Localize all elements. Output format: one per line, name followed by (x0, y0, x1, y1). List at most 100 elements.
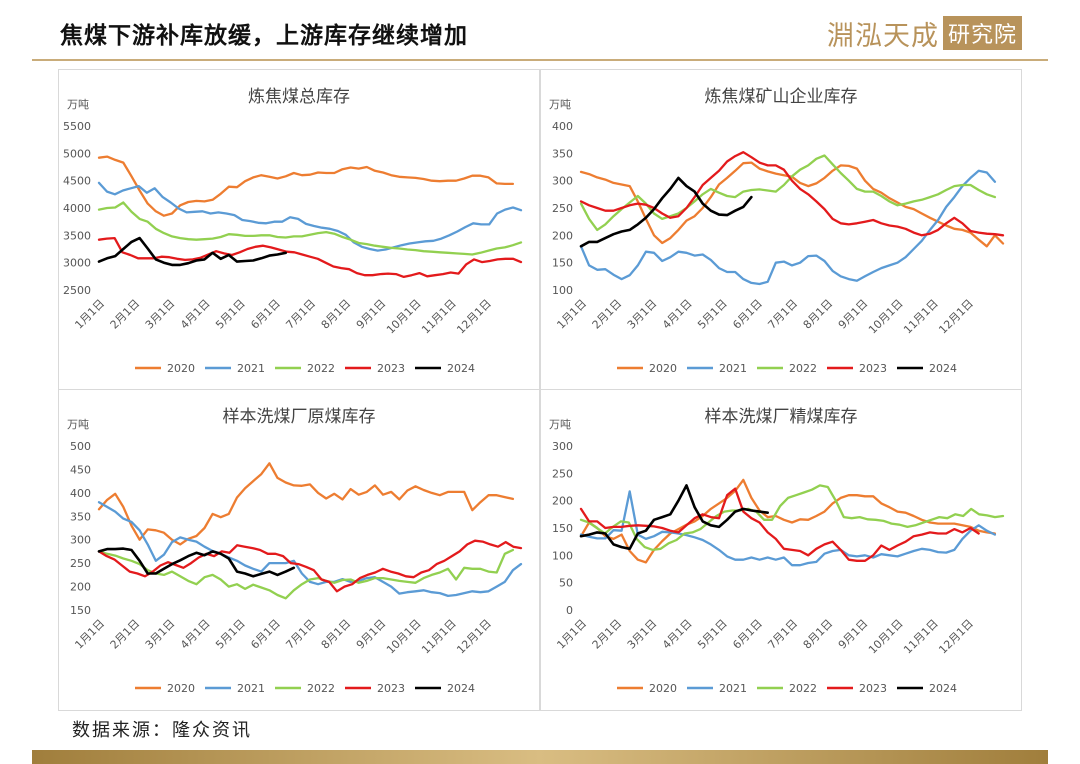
x-tick-label: 6月1日 (730, 297, 765, 332)
chart-title: 样本洗煤厂原煤库存 (223, 407, 376, 427)
chart-panel-mine-inventory: 炼焦煤矿山企业库存 万吨 100 150 200 250 300 350 400 1月1日 2月1日… (540, 69, 1022, 391)
y-tick-label: 250 (552, 202, 573, 215)
y-tick-label: 250 (552, 467, 573, 480)
x-tick-label: 7月1日 (765, 297, 800, 332)
y-tick-label: 100 (552, 284, 573, 297)
data-source-note: 数据来源：隆众资讯 (72, 720, 252, 741)
x-tick-label: 7月1日 (765, 617, 800, 652)
y-tick-label: 50 (559, 577, 573, 590)
x-tick-label: 9月1日 (836, 617, 871, 652)
chart-title: 炼焦煤总库存 (248, 87, 350, 107)
y-tick-label: 3000 (63, 257, 91, 270)
x-tick-label: 4月1日 (178, 617, 213, 652)
series-line-2021 (579, 490, 997, 567)
series-line-2023 (579, 151, 1005, 237)
y-tick-label: 250 (70, 557, 91, 570)
x-tick-label: 11月1日 (419, 297, 459, 337)
series-line-2024 (97, 547, 296, 578)
x-tick-label: 1月1日 (72, 617, 107, 652)
legend-label-2022: 2022 (789, 682, 817, 695)
x-tick-label: 2月1日 (590, 617, 625, 652)
legend-label-2023: 2023 (859, 362, 887, 375)
y-tick-label: 0 (566, 604, 573, 617)
x-tick-label: 10月1日 (866, 617, 906, 657)
legend-label-2022: 2022 (789, 362, 817, 375)
y-tick-label: 300 (552, 440, 573, 453)
legend-label-2024: 2024 (929, 362, 957, 375)
x-tick-label: 4月1日 (660, 297, 695, 332)
x-tick-label: 6月1日 (248, 297, 283, 332)
series-line-2020 (97, 462, 515, 546)
chart-panel-clean-coal-inventory: 样本洗煤厂精煤库存 万吨 0 50 100 150 200 250 300 1月1日 2月1日 3月1… (540, 389, 1022, 711)
legend-label-2021: 2021 (719, 682, 747, 695)
legend-label-2023: 2023 (377, 362, 405, 375)
chart-title: 炼焦煤矿山企业库存 (705, 87, 858, 107)
x-tick-label: 1月1日 (72, 297, 107, 332)
y-tick-label: 2500 (63, 284, 91, 297)
x-tick-label: 8月1日 (801, 297, 836, 332)
series-line-2024 (579, 484, 769, 551)
x-tick-label: 5月1日 (213, 617, 248, 652)
x-tick-label: 1月1日 (554, 617, 589, 652)
x-tick-label: 5月1日 (695, 617, 730, 652)
series-line-2021 (97, 181, 523, 252)
legend-label-2020: 2020 (649, 362, 677, 375)
legend-label-2021: 2021 (237, 362, 265, 375)
series-line-2023 (97, 236, 523, 279)
x-tick-label: 7月1日 (283, 617, 318, 652)
series-line-2021 (97, 501, 523, 598)
y-tick-label: 500 (70, 440, 91, 453)
y-tick-label: 5500 (63, 120, 91, 133)
series-line-2022 (579, 484, 1005, 552)
x-tick-label: 3月1日 (625, 297, 660, 332)
legend-label-2024: 2024 (929, 682, 957, 695)
series-line-2022 (97, 201, 523, 256)
x-tick-label: 9月1日 (354, 617, 389, 652)
x-tick-label: 7月1日 (283, 297, 318, 332)
x-tick-label: 6月1日 (248, 617, 283, 652)
y-tick-label: 200 (552, 495, 573, 508)
legend-label-2022: 2022 (307, 682, 335, 695)
header-divider (32, 59, 1048, 61)
x-tick-label: 11月1日 (901, 617, 941, 657)
x-tick-label: 10月1日 (866, 297, 906, 337)
y-tick-label: 100 (552, 549, 573, 562)
x-tick-label: 12月1日 (936, 617, 976, 657)
x-tick-label: 10月1日 (384, 297, 424, 337)
y-tick-label: 4500 (63, 175, 91, 188)
y-tick-label: 200 (70, 581, 91, 594)
series-line-2023 (579, 487, 980, 562)
footer-bar (32, 750, 1048, 764)
y-tick-label: 300 (552, 175, 573, 188)
brand-name: 淵泓天成 (826, 20, 939, 52)
legend-label-2021: 2021 (719, 362, 747, 375)
y-tick-label: 150 (552, 257, 573, 270)
page-title: 焦煤下游补库放缓，上游库存继续增加 (60, 22, 468, 49)
y-tick-label: 4000 (63, 202, 91, 215)
y-tick-label: 350 (70, 510, 91, 523)
y-tick-label: 350 (552, 147, 573, 160)
legend-label-2020: 2020 (167, 362, 195, 375)
x-tick-label: 6月1日 (730, 617, 765, 652)
series-line-2023 (97, 539, 523, 593)
y-tick-label: 450 (70, 463, 91, 476)
legend-label-2024: 2024 (447, 362, 475, 375)
y-axis-unit: 万吨 (67, 98, 89, 111)
series-line-2020 (97, 155, 515, 217)
x-tick-label: 5月1日 (213, 297, 248, 332)
x-tick-label: 4月1日 (178, 297, 213, 332)
y-axis-unit: 万吨 (549, 98, 571, 111)
x-tick-label: 11月1日 (419, 617, 459, 657)
x-tick-label: 8月1日 (319, 297, 354, 332)
x-tick-label: 12月1日 (454, 617, 494, 657)
x-tick-label: 4月1日 (660, 617, 695, 652)
y-tick-label: 5000 (63, 147, 91, 160)
y-tick-label: 400 (552, 120, 573, 133)
series-line-2024 (579, 176, 753, 248)
legend-label-2020: 2020 (167, 682, 195, 695)
y-tick-label: 300 (70, 534, 91, 547)
series-line-2021 (579, 169, 997, 286)
x-tick-label: 2月1日 (108, 297, 143, 332)
chart-title: 样本洗煤厂精煤库存 (705, 407, 858, 427)
